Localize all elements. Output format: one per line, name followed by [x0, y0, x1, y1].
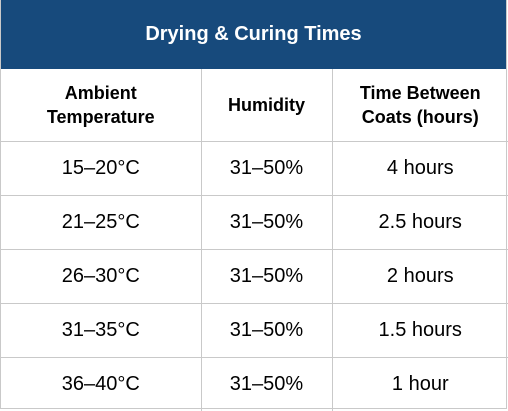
- cell-time: 1 hour: [332, 358, 508, 411]
- header-humidity: Humidity: [201, 69, 332, 142]
- header-temperature: Ambient Temperature: [1, 69, 201, 142]
- cell-humidity: 31–50%: [201, 142, 332, 196]
- table-row: 21–25°C 31–50% 2.5 hours: [1, 196, 508, 250]
- cell-time: 2.5 hours: [332, 196, 508, 250]
- table-row: 36–40°C 31–50% 1 hour: [1, 358, 508, 411]
- table-row: 15–20°C 31–50% 4 hours: [1, 142, 508, 196]
- cell-temperature: 36–40°C: [1, 358, 201, 411]
- cell-time: 4 hours: [332, 142, 508, 196]
- data-table: Ambient Temperature Humidity Time Betwee…: [1, 69, 508, 411]
- table-row: 31–35°C 31–50% 1.5 hours: [1, 304, 508, 358]
- cell-temperature: 31–35°C: [1, 304, 201, 358]
- cell-humidity: 31–50%: [201, 358, 332, 411]
- cell-temperature: 15–20°C: [1, 142, 201, 196]
- table-title: Drying & Curing Times: [1, 0, 506, 69]
- header-humidity-label: Humidity: [228, 93, 305, 117]
- header-time-label: Time Between Coats (hours): [360, 81, 481, 129]
- cell-time: 2 hours: [332, 250, 508, 304]
- cell-temperature: 26–30°C: [1, 250, 201, 304]
- table-row: 26–30°C 31–50% 2 hours: [1, 250, 508, 304]
- header-temperature-label: Ambient Temperature: [47, 81, 155, 129]
- cell-time: 1.5 hours: [332, 304, 508, 358]
- cell-humidity: 31–50%: [201, 304, 332, 358]
- cell-humidity: 31–50%: [201, 250, 332, 304]
- header-row: Ambient Temperature Humidity Time Betwee…: [1, 69, 508, 142]
- header-time: Time Between Coats (hours): [332, 69, 508, 142]
- cell-humidity: 31–50%: [201, 196, 332, 250]
- cell-temperature: 21–25°C: [1, 196, 201, 250]
